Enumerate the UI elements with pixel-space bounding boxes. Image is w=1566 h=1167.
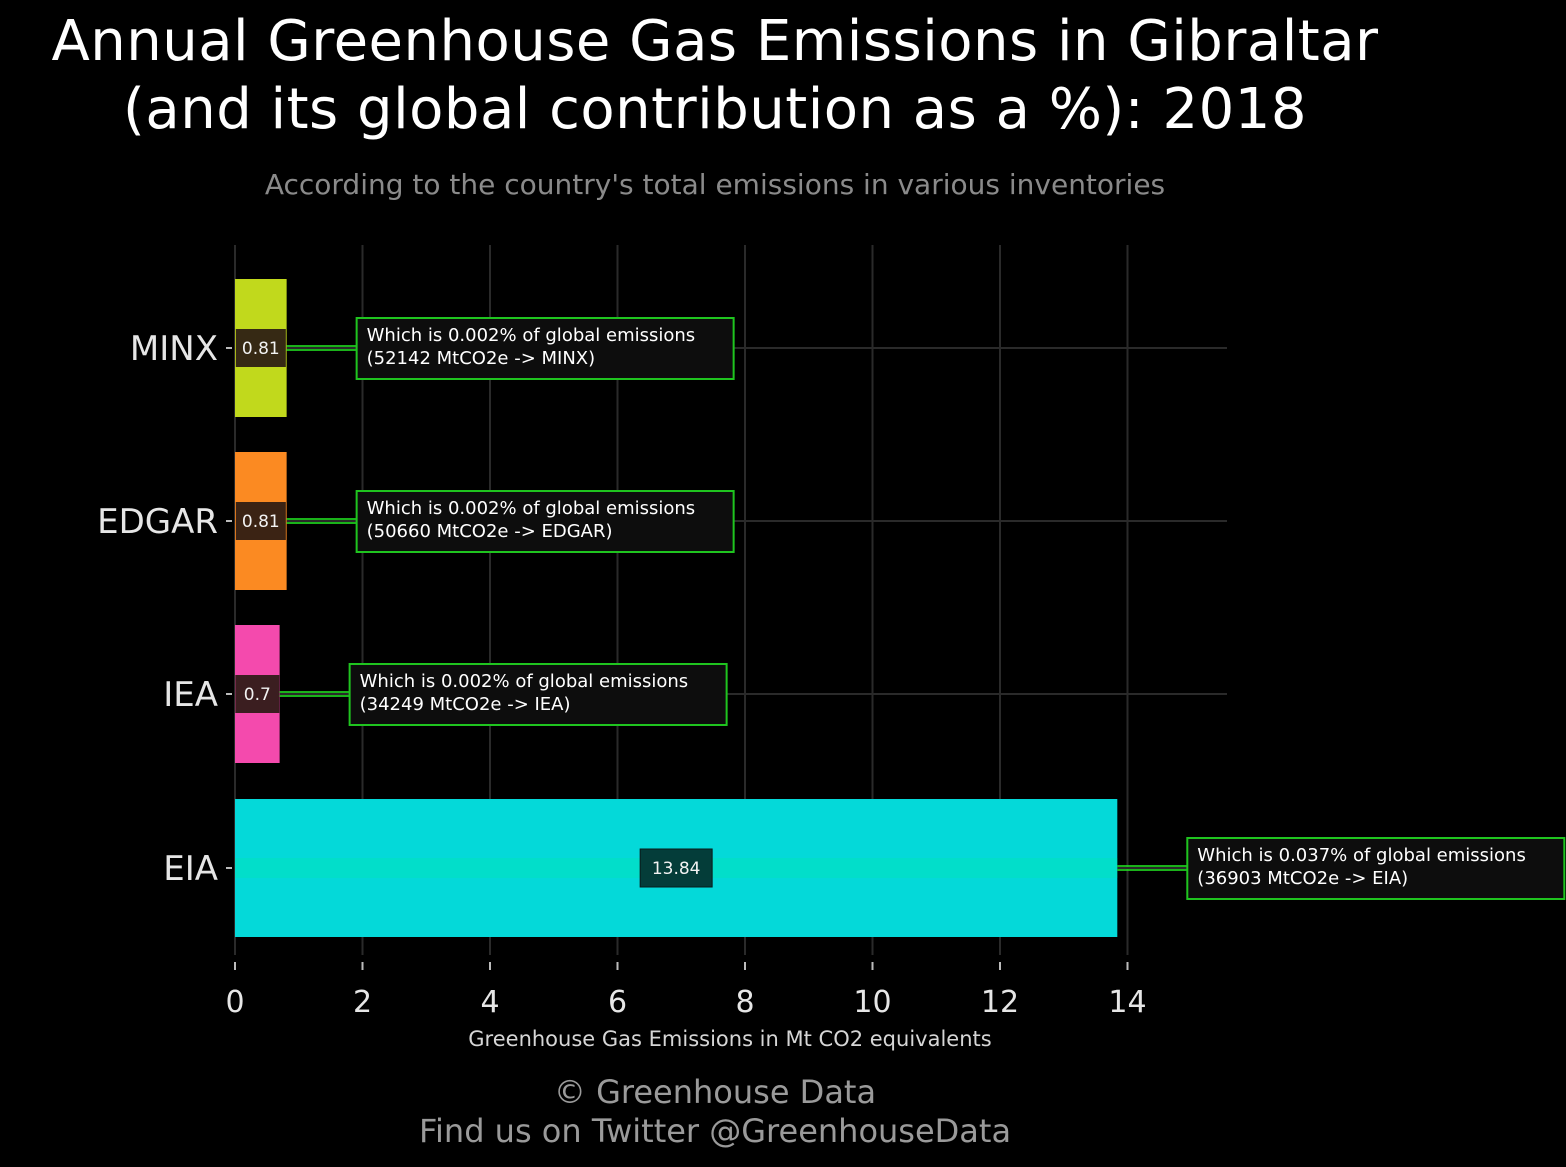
value-label-box [235,675,280,713]
value-label-iea: 0.7 [244,685,271,705]
twitter-caption: Find us on Twitter @GreenhouseData [418,1112,1012,1150]
annotation-box-edgar [355,490,735,553]
annotation-line-1: Which is 0.002% of global emissions [367,498,696,519]
value-label-box [639,848,713,888]
chart-title-line-1: Annual Greenhouse Gas Emissions in Gibra… [51,9,1379,74]
y-tick-label-iea: IEA [163,675,218,715]
value-label-minx: 0.81 [242,339,280,359]
y-tick-label-minx: MINX [130,329,218,369]
chart-subtitle: According to the country's total emissio… [264,168,1166,201]
value-label-edgar: 0.81 [242,512,280,532]
value-label-box [235,502,286,540]
x-tick-label: 14 [1108,985,1146,1020]
x-tick-label: 12 [981,985,1019,1020]
annotation-line-1: Which is 0.037% of global emissions [1197,845,1526,866]
x-axis-label: Greenhouse Gas Emissions in Mt CO2 equiv… [468,1027,991,1051]
x-tick-label: 10 [853,985,891,1020]
annotation-line-2: (52142 MtCO2e -> MINX) [367,348,596,369]
x-tick-label: 8 [735,985,754,1020]
annotation-line-2: (36903 MtCO2e -> EIA) [1197,868,1408,889]
annotation-line-1: Which is 0.002% of global emissions [360,671,689,692]
annotation-box-minx [355,317,735,380]
chart-title-line-2: (and its global contribution as a %): 20… [123,77,1307,142]
value-label-eia: 13.84 [652,859,701,879]
x-tick-label: 6 [608,985,627,1020]
annotation-box-iea [348,663,728,726]
y-tick-label-eia: EIA [163,849,218,889]
annotation-line-2: (34249 MtCO2e -> IEA) [360,694,571,715]
annotation-line-2: (50660 MtCO2e -> EDGAR) [367,521,613,542]
x-tick-label: 2 [353,985,372,1020]
x-tick-label: 4 [480,985,499,1020]
annotation-line-1: Which is 0.002% of global emissions [367,325,696,346]
x-tick-label: 0 [225,985,244,1020]
credit-caption: © Greenhouse Data [553,1073,877,1111]
value-label-box [235,329,286,367]
annotation-box-eia [1186,837,1566,900]
y-tick-label-edgar: EDGAR [97,502,218,542]
